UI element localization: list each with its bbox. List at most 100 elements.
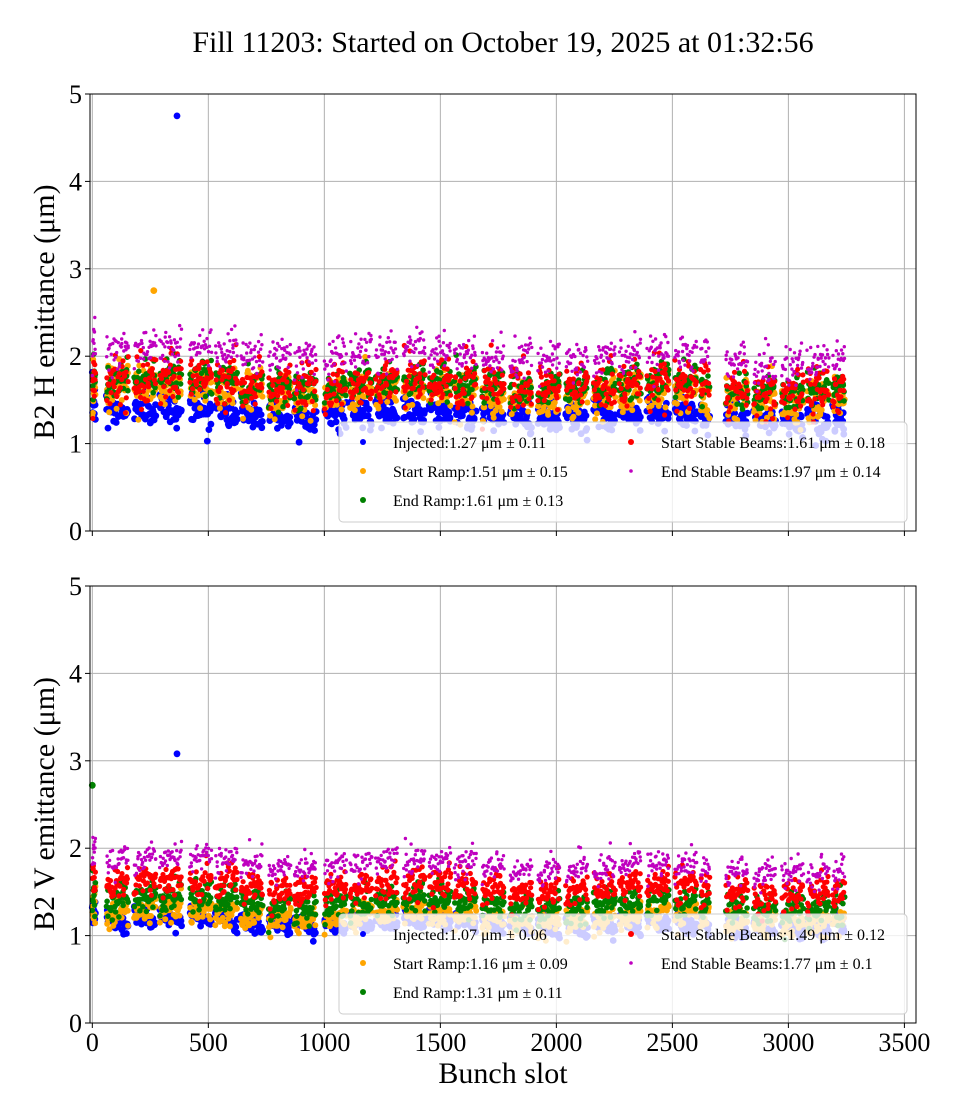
data-point [666,340,670,345]
data-point [535,398,541,404]
data-point [158,401,164,407]
data-point [832,381,839,387]
data-point [835,362,839,367]
data-point [107,346,111,350]
data-point [555,407,561,413]
data-point [233,371,239,378]
data-point [680,349,685,354]
data-point [221,393,228,400]
data-point [455,357,459,362]
data-point [491,367,496,371]
data-point [105,355,109,359]
data-point [805,348,809,352]
data-point [409,338,413,342]
data-point [735,395,741,401]
data-point [734,401,740,408]
data-point [218,364,222,369]
data-point [536,351,540,356]
y-axis-label-h: B2 H emittance (μm) [28,184,61,439]
data-point [309,937,317,945]
data-point [622,391,628,397]
data-point [780,374,784,378]
data-point [488,381,494,387]
data-point [198,333,202,338]
data-point [120,337,124,341]
data-point [110,376,114,380]
data-point [820,353,825,357]
data-point [213,377,219,383]
data-point [312,388,318,394]
outlier-point [150,287,158,294]
data-point [164,330,168,335]
data-point [308,376,314,382]
data-point [208,371,215,377]
data-point [201,328,205,332]
data-point [405,345,410,349]
data-point [705,354,710,359]
data-point [271,416,278,423]
data-point [302,348,306,352]
data-point [384,382,390,388]
data-point [367,354,371,359]
data-point [816,375,822,381]
data-point [448,341,452,346]
data-point [163,335,167,339]
data-point [381,344,385,349]
data-point [454,347,458,351]
data-point [378,343,382,347]
data-point [753,367,757,372]
data-point [681,358,685,362]
data-point [340,369,346,375]
data-point [457,378,463,384]
data-point [820,402,826,408]
data-point [116,340,121,345]
legend-label: End Ramp:1.61 μm ± 0.13 [393,493,563,510]
data-point [439,357,445,363]
data-point [406,373,412,379]
data-point [393,397,399,404]
data-point [208,391,215,397]
data-point [92,330,97,334]
data-point [809,345,813,350]
data-point [136,368,142,375]
data-point [342,386,348,392]
data-point [277,366,282,370]
data-point [314,358,318,363]
data-point [552,358,556,362]
data-point [651,353,655,357]
data-point [610,362,614,366]
data-point [206,364,211,368]
data-point [274,398,280,404]
data-point [351,351,355,355]
data-point [437,339,441,343]
data-point [772,402,778,408]
data-point [837,367,842,372]
data-point [479,394,485,400]
data-point [192,366,198,372]
data-point [92,377,98,383]
data-point [629,395,635,401]
data-point [109,352,114,356]
data-point [235,354,239,358]
data-point [633,330,637,334]
data-point [177,406,185,414]
data-point [495,366,500,370]
data-point [354,388,360,394]
data-point [528,401,534,407]
data-point [763,336,768,341]
data-point [830,404,837,410]
data-point [440,391,446,398]
data-point [453,374,459,380]
data-point [633,381,639,387]
data-point [108,390,114,396]
data-point [273,352,277,356]
data-point [402,394,409,401]
data-point [432,357,437,361]
data-point [138,348,144,354]
data-point [175,345,179,349]
data-point [637,356,641,360]
data-point [178,323,182,328]
data-point [756,370,760,374]
data-point [818,406,825,413]
